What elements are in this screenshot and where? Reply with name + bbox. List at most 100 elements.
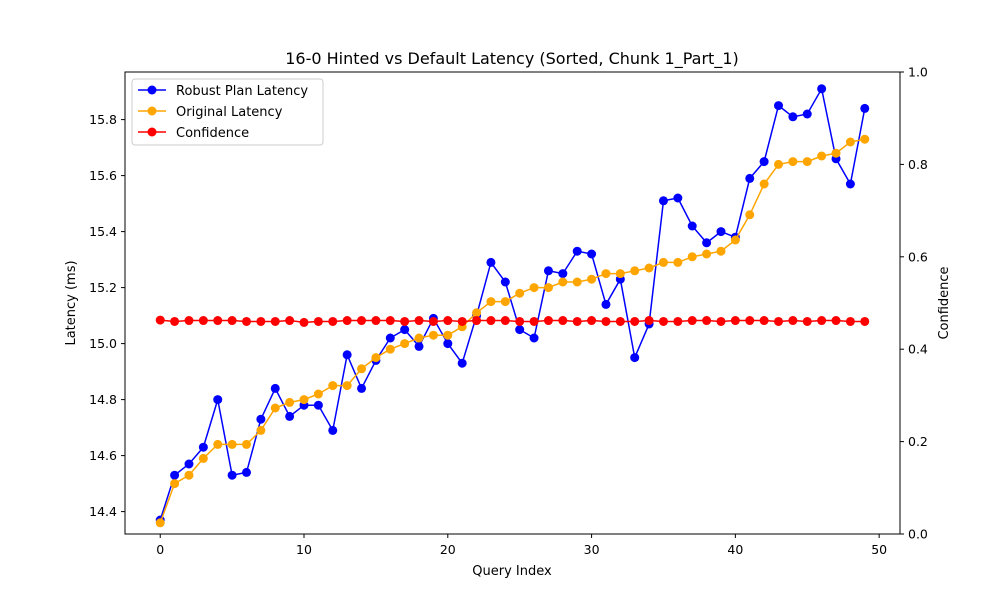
data-point-robust-plan-latency	[658, 196, 668, 206]
y2-tick-label: 1.0	[908, 65, 928, 80]
series-layer	[155, 84, 870, 528]
data-point-original-latency	[414, 333, 424, 343]
data-point-confidence	[184, 316, 194, 326]
data-point-confidence	[198, 316, 208, 326]
data-point-confidence	[428, 316, 438, 326]
y2-tick-label: 0.0	[908, 527, 928, 542]
data-point-robust-plan-latency	[788, 112, 798, 122]
y2-tick-label: 0.2	[908, 434, 928, 449]
data-point-robust-plan-latency	[716, 227, 726, 237]
data-point-original-latency	[730, 235, 740, 245]
data-point-robust-plan-latency	[443, 339, 453, 349]
y-axis-label: Latency (ms)	[64, 260, 79, 345]
data-point-robust-plan-latency	[270, 383, 280, 393]
data-point-confidence	[572, 316, 582, 326]
x-axis: 0 10 20 30 40 50	[156, 534, 887, 557]
data-point-robust-plan-latency	[802, 109, 812, 119]
data-point-confidence	[831, 316, 841, 326]
series-line-robust-plan-latency	[159, 86, 866, 521]
data-point-confidence	[730, 316, 740, 326]
series-line-confidence	[160, 319, 865, 324]
data-point-confidence	[687, 316, 697, 326]
data-point-confidence	[357, 316, 367, 326]
data-point-original-latency	[500, 297, 510, 307]
data-point-robust-plan-latency	[774, 101, 784, 111]
data-point-original-latency	[227, 439, 237, 449]
data-point-confidence	[587, 316, 597, 326]
y2-tick-label: 0.4	[908, 342, 928, 357]
data-point-original-latency	[299, 395, 309, 405]
data-point-original-latency	[486, 297, 496, 307]
data-point-robust-plan-latency	[227, 470, 237, 480]
data-point-original-latency	[845, 137, 855, 147]
data-point-original-latency	[630, 266, 640, 276]
data-point-confidence	[285, 316, 295, 326]
y-tick-label: 15.6	[89, 168, 117, 183]
data-point-robust-plan-latency	[285, 411, 295, 421]
x-tick-label: 0	[156, 542, 164, 557]
data-point-robust-plan-latency	[529, 333, 539, 343]
data-point-robust-plan-latency	[630, 353, 640, 363]
data-point-robust-plan-latency	[313, 400, 323, 410]
legend-label-robust: Robust Plan Latency	[176, 84, 308, 99]
plot-frame	[124, 71, 901, 535]
data-point-original-latency	[428, 330, 438, 340]
data-point-original-latency	[601, 269, 611, 279]
data-point-robust-plan-latency	[241, 467, 251, 477]
data-point-original-latency	[241, 439, 251, 449]
data-point-original-latency	[587, 274, 597, 284]
data-point-original-latency	[198, 453, 208, 463]
data-point-confidence	[543, 316, 553, 326]
data-point-robust-plan-latency	[745, 173, 755, 183]
data-point-original-latency	[285, 397, 295, 407]
x-tick-label: 20	[440, 542, 456, 557]
data-point-robust-plan-latency	[702, 238, 712, 248]
data-point-robust-plan-latency	[759, 157, 769, 167]
data-point-confidence	[673, 316, 683, 326]
data-point-original-latency	[745, 210, 755, 220]
data-point-confidence	[457, 316, 467, 326]
data-point-original-latency	[788, 157, 798, 167]
data-point-robust-plan-latency	[385, 333, 395, 343]
data-point-confidence	[745, 316, 755, 326]
data-point-robust-plan-latency	[198, 442, 208, 452]
data-point-confidence	[170, 316, 180, 326]
data-point-confidence	[658, 316, 668, 326]
data-point-original-latency	[817, 151, 827, 161]
x-tick-label: 40	[727, 542, 743, 557]
data-point-confidence	[774, 316, 784, 326]
x-tick-label: 30	[584, 542, 600, 557]
data-point-original-latency	[256, 425, 266, 435]
data-point-original-latency	[716, 246, 726, 256]
data-point-confidence	[529, 316, 539, 326]
data-point-confidence	[500, 316, 510, 326]
data-point-original-latency	[515, 288, 525, 298]
data-point-confidence	[443, 316, 453, 326]
data-point-original-latency	[155, 518, 165, 528]
data-point-original-latency	[342, 381, 352, 391]
data-point-robust-plan-latency	[357, 383, 367, 393]
data-point-confidence	[385, 316, 395, 326]
data-point-confidence	[400, 316, 410, 326]
data-point-confidence	[213, 316, 223, 326]
data-point-confidence	[644, 316, 654, 326]
y-axis-right: 0.0 0.2 0.4 0.6 0.8 1.0	[900, 65, 928, 542]
data-point-robust-plan-latency	[328, 425, 338, 435]
x-axis-label: Query Index	[472, 564, 552, 579]
data-point-original-latency	[385, 344, 395, 354]
data-point-confidence	[716, 316, 726, 326]
legend-label-confidence: Confidence	[176, 126, 249, 141]
data-point-confidence	[414, 316, 424, 326]
data-point-robust-plan-latency	[256, 414, 266, 424]
data-point-confidence	[802, 316, 812, 326]
data-point-confidence	[371, 316, 381, 326]
y-tick-label: 14.4	[89, 504, 117, 519]
data-point-robust-plan-latency	[400, 325, 410, 335]
data-point-original-latency	[357, 364, 367, 374]
data-point-confidence	[241, 316, 251, 326]
data-point-confidence	[788, 316, 798, 326]
data-point-confidence	[558, 316, 568, 326]
data-point-confidence	[860, 316, 870, 326]
data-point-original-latency	[615, 269, 625, 279]
data-point-confidence	[299, 317, 309, 327]
